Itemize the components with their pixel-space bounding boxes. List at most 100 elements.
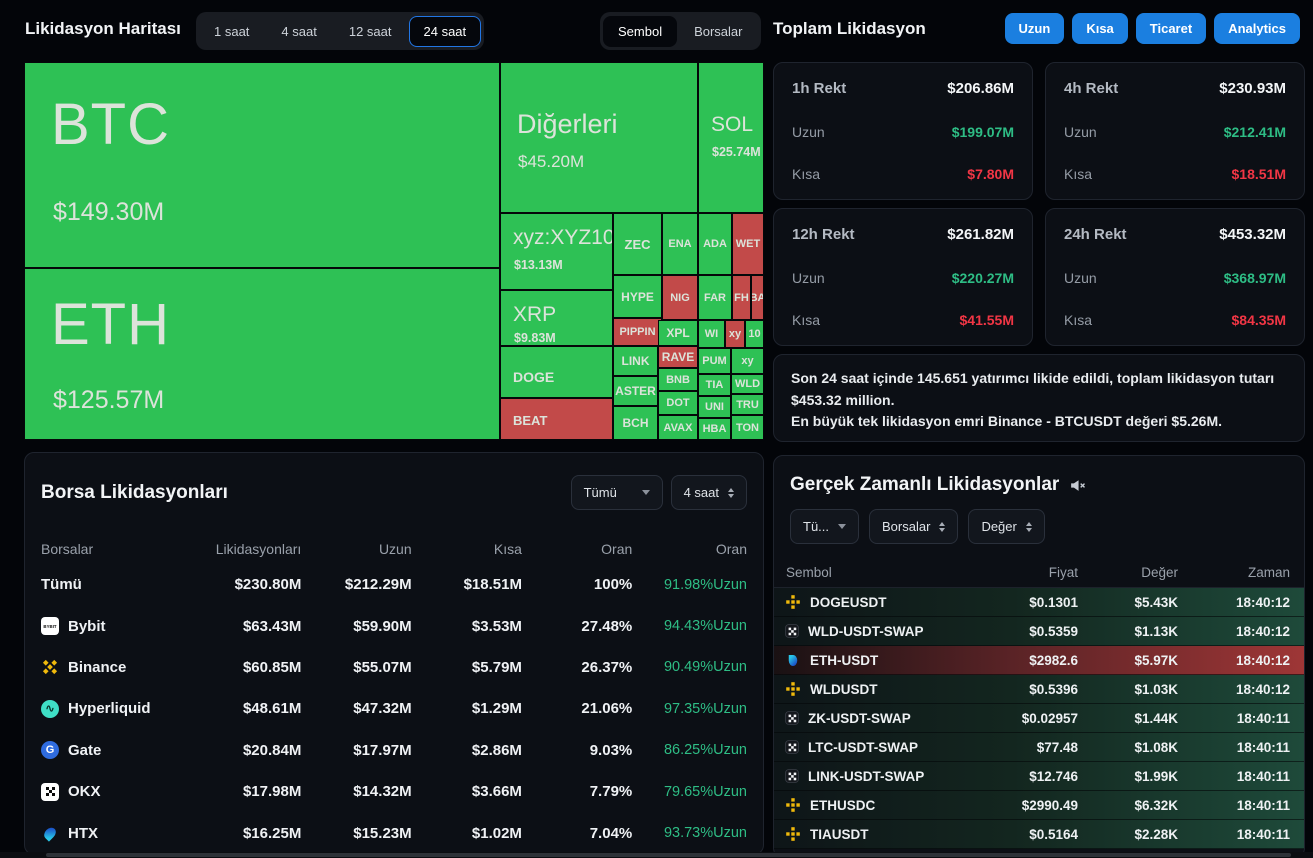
- realtime-filter-symbol-dropdown[interactable]: Tü...: [790, 509, 860, 544]
- treemap-cell-tia[interactable]: TIA: [698, 374, 731, 396]
- treemap-cell-tru[interactable]: TRU: [731, 394, 764, 415]
- liquidation-row-link-usdt-swap: LINK-USDT-SWAP $12.746 $1.99K 18:40:11: [774, 762, 1304, 791]
- treemap-cell-xrp[interactable]: XRP $9.83M: [500, 290, 613, 346]
- treemap-cell-xy[interactable]: xy: [725, 320, 745, 348]
- treemap-cell-far[interactable]: FAR: [698, 275, 732, 320]
- chevron-down-icon: [641, 490, 650, 495]
- liquidation-row-eth-usdt: ETH-USDT $2982.6 $5.97K 18:40:12: [774, 646, 1304, 675]
- liquidation-row-ltc-usdt-swap: LTC-USDT-SWAP $77.48 $1.08K 18:40:11: [774, 733, 1304, 762]
- treemap-cell-xy2[interactable]: xy: [731, 348, 764, 374]
- treemap-cell-pippin[interactable]: PIPPIN: [613, 318, 662, 346]
- treemap-cell-bch[interactable]: BCH: [613, 406, 658, 440]
- htx-icon: [788, 654, 798, 666]
- exchange-liquidations-panel: Borsa Likidasyonları Tümü 4 saat Borsala…: [24, 452, 764, 855]
- okx-icon: [785, 769, 799, 783]
- exchange-filter-time-dropdown[interactable]: 4 saat: [670, 475, 747, 510]
- liquidation-treemap: BTC $149.30M ETH $125.57M Diğerleri $45.…: [24, 62, 764, 440]
- treemap-cell-aster[interactable]: ASTER: [613, 376, 658, 406]
- toggle-borsalar[interactable]: Borsalar: [679, 16, 757, 47]
- toggle-sembol[interactable]: Sembol: [603, 15, 678, 47]
- treemap-cell-beat[interactable]: BEAT: [500, 398, 613, 440]
- treemap-cell-ton[interactable]: TON: [731, 415, 764, 440]
- stat-card-12h: 12h Rekt $261.82M Uzun $220.27M Kısa $41.55…: [773, 208, 1033, 346]
- htx-icon: [41, 824, 59, 842]
- treemap-cell-link[interactable]: LINK: [613, 346, 658, 376]
- time-range-group: 1 saat 4 saat 12 saat 24 saat: [196, 12, 485, 50]
- horizontal-scrollbar[interactable]: [0, 852, 1313, 858]
- treemap-cell-bnb[interactable]: BNB: [658, 368, 698, 391]
- treemap-cell-10[interactable]: 10: [745, 320, 764, 348]
- realtime-filter-value-dropdown[interactable]: Değer: [968, 509, 1045, 544]
- exchange-filter-all-dropdown[interactable]: Tümü: [570, 475, 663, 510]
- treemap-cell-dot[interactable]: DOT: [658, 391, 698, 415]
- ticaret-button[interactable]: Ticaret: [1135, 13, 1207, 44]
- total-liquidation-title: Toplam Likidasyon: [773, 19, 926, 38]
- realtime-liquidations-panel: Gerçek Zamanlı Likidasyonlar Tü... Borsa…: [773, 455, 1305, 858]
- uzun-button[interactable]: Uzun: [1004, 13, 1065, 44]
- treemap-cell-hba[interactable]: HBA: [698, 418, 731, 440]
- treemap-cell-pum[interactable]: PUM: [698, 348, 731, 374]
- realtime-table-header: Sembol Fiyat Değer Zaman: [774, 558, 1304, 588]
- binance-icon: [791, 600, 795, 604]
- exchange-table-header: Borsalar Likidasyonları Uzun Kısa Oran O…: [41, 541, 747, 557]
- binance-icon: [791, 803, 795, 807]
- muted-speaker-icon[interactable]: [1069, 477, 1086, 494]
- stat-cards-grid: 1h Rekt $206.86M Uzun $199.07M Kısa $7.80M …: [773, 62, 1305, 346]
- liquidation-row-ethusdc: ETHUSDC $2990.49 $6.32K 18:40:11: [774, 791, 1304, 820]
- okx-icon: [41, 782, 59, 801]
- table-row-htx: HTX $16.25M $15.23M $1.02M 7.04% 93.73%U…: [41, 812, 747, 853]
- treemap-cell-btc[interactable]: BTC $149.30M: [24, 62, 500, 268]
- sort-icon: [1025, 521, 1032, 532]
- treemap-cell-ena[interactable]: ENA: [662, 213, 698, 275]
- treemap-cell-wld[interactable]: WLD: [731, 374, 764, 394]
- time-range-12h[interactable]: 12 saat: [334, 16, 407, 47]
- sort-icon: [728, 487, 734, 498]
- view-toggle-group: Sembol Borsalar: [600, 12, 761, 50]
- treemap-cell-wi[interactable]: WI: [698, 320, 725, 348]
- treemap-cell-nig[interactable]: NIG: [662, 275, 698, 320]
- gate-icon: G: [41, 741, 59, 760]
- realtime-filter-exchanges-dropdown[interactable]: Borsalar: [869, 509, 959, 544]
- treemap-cell-ba[interactable]: BA: [751, 275, 764, 320]
- okx-icon: [785, 740, 799, 754]
- treemap-cell-fh[interactable]: FH: [732, 275, 751, 320]
- treemap-cell-rave[interactable]: RAVE: [658, 346, 698, 368]
- time-range-24h-selected[interactable]: 24 saat: [408, 15, 482, 47]
- page-title: Likidasyon Haritası: [25, 19, 181, 38]
- treemap-cell-uni[interactable]: UNI: [698, 396, 731, 418]
- treemap-cell-digerleri[interactable]: Diğerleri $45.20M: [500, 62, 698, 213]
- liquidation-row-wld-usdt-swap: WLD-USDT-SWAP $0.5359 $1.13K 18:40:12: [774, 617, 1304, 646]
- time-range-4h[interactable]: 4 saat: [266, 16, 331, 47]
- table-row-gate: G Gate $20.84M $17.97M $2.86M 9.03% 86.25…: [41, 730, 747, 771]
- treemap-cell-ada[interactable]: ADA: [698, 213, 732, 275]
- treemap-cell-xpl[interactable]: XPL: [658, 320, 698, 346]
- treemap-cell-avax[interactable]: AVAX: [658, 415, 698, 440]
- liquidation-row-zk-usdt-swap: ZK-USDT-SWAP $0.02957 $1.44K 18:40:11: [774, 704, 1304, 733]
- treemap-cell-xyz100[interactable]: xyz:XYZ100 $13.13M: [500, 213, 613, 290]
- time-range-1h[interactable]: 1 saat: [199, 16, 264, 47]
- stat-card-4h: 4h Rekt $230.93M Uzun $212.41M Kısa $18.51M: [1045, 62, 1305, 200]
- hyperliquid-icon: ∿: [41, 699, 59, 718]
- summary-line-2: En büyük tek likidasyon emri Binance - B…: [791, 413, 1223, 430]
- table-row-hyperliquid: ∿ Hyperliquid $48.61M $47.32M $1.29M 21.0…: [41, 688, 747, 729]
- kisa-button[interactable]: Kısa: [1072, 13, 1128, 44]
- stat-card-1h: 1h Rekt $206.86M Uzun $199.07M Kısa $7.80M: [773, 62, 1033, 200]
- exchange-panel-title: Borsa Likidasyonları: [41, 481, 228, 503]
- chevron-down-icon: [838, 524, 847, 529]
- sort-icon: [939, 521, 946, 532]
- table-row-binance: Binance $60.85M $55.07M $5.79M 26.37% 90…: [41, 647, 747, 688]
- treemap-cell-sol[interactable]: SOL $25.74M: [698, 62, 764, 213]
- treemap-cell-eth[interactable]: ETH $125.57M: [24, 268, 500, 440]
- treemap-cell-zec[interactable]: ZEC: [613, 213, 662, 275]
- scrollbar-thumb[interactable]: [46, 853, 1291, 857]
- bybit-icon: BYBIT: [41, 617, 59, 636]
- summary-box: Son 24 saat içinde 145.651 yatırımcı lik…: [773, 354, 1305, 442]
- okx-icon: [785, 624, 799, 638]
- treemap-cell-hype[interactable]: HYPE: [613, 275, 662, 318]
- okx-icon: [785, 711, 799, 725]
- table-row-okx: OKX $17.98M $14.32M $3.66M 7.79% 79.65%U…: [41, 771, 747, 812]
- analytics-button[interactable]: Analytics: [1214, 13, 1300, 44]
- treemap-cell-wet[interactable]: WET: [732, 213, 764, 275]
- treemap-cell-doge[interactable]: DOGE: [500, 346, 613, 398]
- liquidation-row-dogeusdt: DOGEUSDT $0.1301 $5.43K 18:40:12: [774, 588, 1304, 617]
